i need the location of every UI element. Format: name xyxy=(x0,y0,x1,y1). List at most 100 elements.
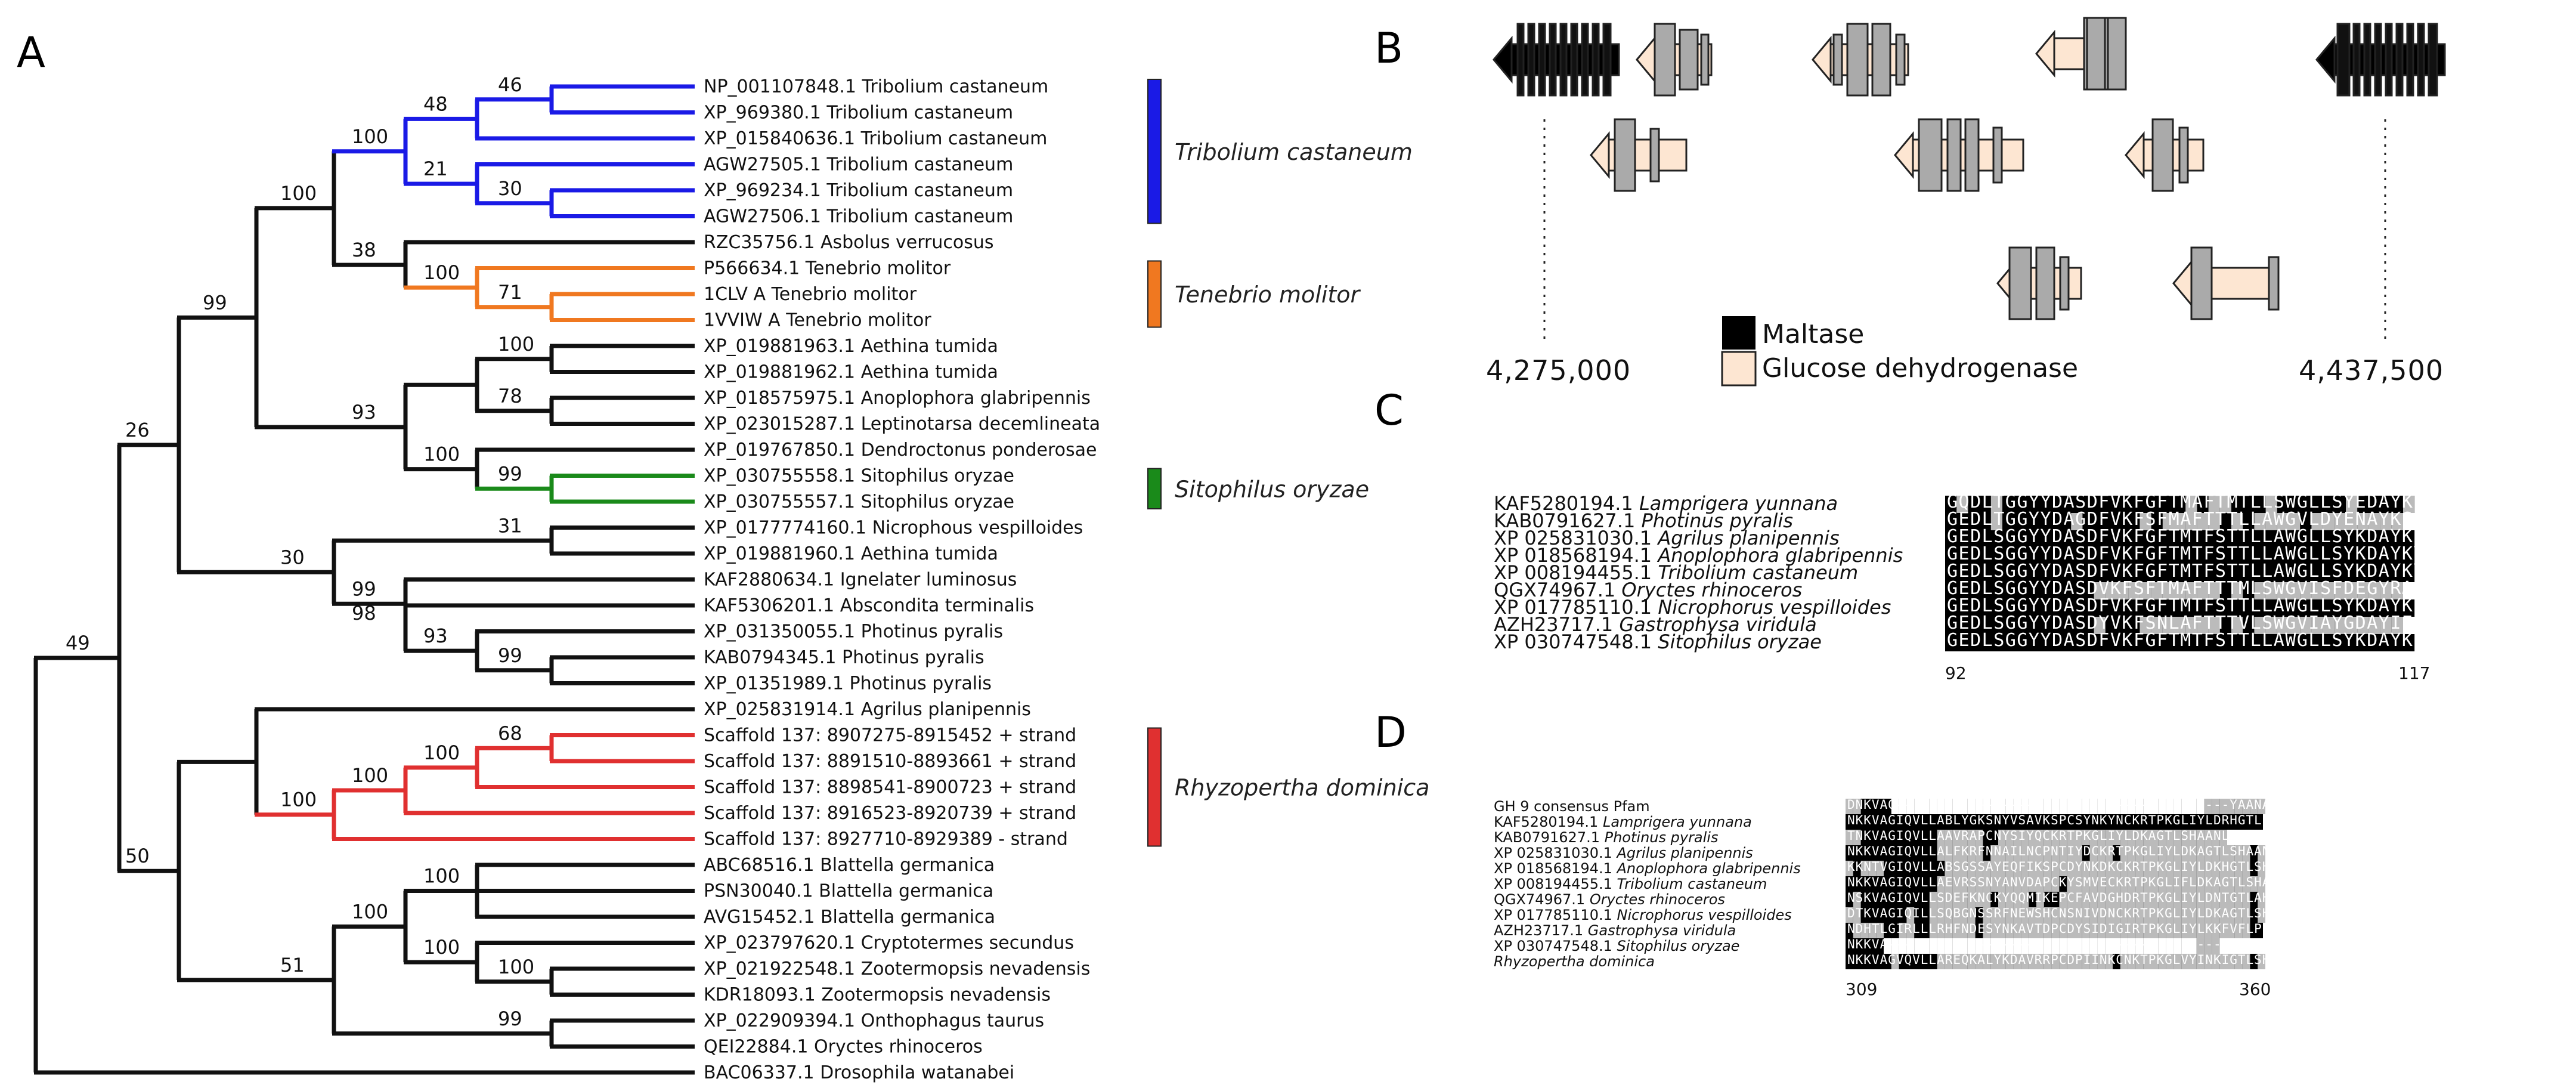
alignment-variable-cell xyxy=(2174,845,2182,861)
alignment-variable-cell xyxy=(2151,923,2159,938)
alignment-variable-cell xyxy=(1906,907,1915,923)
alignment-variable-cell xyxy=(1945,799,1953,814)
alignment-variable-cell xyxy=(2250,799,2258,814)
alignment-variable-cell xyxy=(1945,861,1953,876)
alignment-variable-cell xyxy=(2162,617,2174,634)
alignment-variable-cell xyxy=(2227,845,2235,861)
alignment-variable-cell xyxy=(2120,892,2128,907)
alignment-variable-cell xyxy=(1876,923,1884,938)
alignment-variable-cell xyxy=(1945,923,1953,938)
alignment-variable-cell xyxy=(2196,845,2205,861)
alignment-variable-cell xyxy=(1998,907,2006,923)
alignment-variable-cell xyxy=(2005,861,2014,876)
alignment-variable-cell xyxy=(2089,907,2098,923)
alignment-variable-cell xyxy=(2174,861,2182,876)
alignment-variable-cell xyxy=(1990,954,1998,969)
alignment-variable-cell xyxy=(1998,954,2006,969)
alignment-variable-cell xyxy=(2158,892,2166,907)
alignment-variable-cell xyxy=(2089,938,2098,954)
alignment-variable-cell xyxy=(2021,830,2029,845)
exon xyxy=(1832,33,1843,86)
alignment-variable-cell xyxy=(1960,876,1968,892)
alignment-variable-cell xyxy=(2113,876,2120,892)
alignment-variable-cell xyxy=(2166,830,2174,845)
alignment-variable-cell xyxy=(2013,938,2021,954)
alignment-variable-cell xyxy=(2075,799,2082,814)
gene-arrowhead xyxy=(2315,35,2336,84)
alignment-sequence: GEDLSGGYYDASDFVKFGFTMTFSTTLLAWGLLSYKDAYK… xyxy=(1947,526,2425,547)
leaf-label: QEI22884.1 Oryctes rhinoceros xyxy=(704,1037,983,1058)
alignment-variable-cell xyxy=(1983,876,1991,892)
alignment-variable-cell xyxy=(2120,938,2128,954)
alignment-variable-cell xyxy=(1945,845,1953,861)
alignment-variable-cell xyxy=(2181,907,2189,923)
alignment-variable-cell xyxy=(2128,861,2136,876)
alignment-variable-cell xyxy=(1945,907,1953,923)
alignment-variable-cell xyxy=(2120,907,2128,923)
alignment-variable-cell xyxy=(2258,954,2265,969)
alignment-variable-cell xyxy=(2231,617,2243,634)
alignment-variable-cell xyxy=(1891,799,1899,814)
leaf-label: XP_01351989.1 Photinus pyralis xyxy=(704,673,992,694)
alignment-variable-cell xyxy=(2005,938,2014,954)
leaf-label: Scaffold 137: 8907275-8915452 + strand xyxy=(704,725,1076,746)
alignment-variable-cell xyxy=(2151,845,2159,861)
alignment-variable-cell xyxy=(2005,799,2014,814)
alignment-variable-cell xyxy=(2227,892,2235,907)
alignment-variable-cell xyxy=(2234,861,2243,876)
alignment-variable-cell xyxy=(2120,830,2128,845)
alignment-variable-cell xyxy=(2212,938,2220,954)
alignment-variable-cell xyxy=(1929,938,1937,954)
alignment-variable-cell xyxy=(2196,799,2205,814)
alignment-variable-cell xyxy=(1937,892,1945,907)
alignment-variable-cell xyxy=(2067,938,2075,954)
alignment-variable-cell xyxy=(2254,513,2266,530)
bootstrap-value: 51 xyxy=(280,954,305,976)
start-coord-label: 4,275,000 xyxy=(1486,354,1631,387)
alignment-variable-cell xyxy=(2075,892,2082,907)
exon xyxy=(1516,23,1525,97)
bootstrap-value: 100 xyxy=(352,900,388,923)
alignment-variable-cell xyxy=(1937,799,1945,814)
alignment-variable-cell xyxy=(2380,617,2392,634)
alignment-variable-cell xyxy=(1960,938,1968,954)
alignment-variable-cell xyxy=(2140,582,2151,599)
exon xyxy=(2406,23,2414,97)
exon xyxy=(2385,23,2393,97)
alignment-variable-cell xyxy=(1945,938,1953,954)
bootstrap-value: 99 xyxy=(498,1007,522,1030)
alignment-variable-cell xyxy=(2036,907,2044,923)
bootstrap-value: 100 xyxy=(423,443,460,466)
alignment-variable-cell xyxy=(2135,830,2144,845)
alignment-variable-cell xyxy=(2346,513,2358,530)
bootstrap-value: 68 xyxy=(498,722,522,744)
leaf-label: XP_030755557.1 Sitophilus oryzae xyxy=(704,492,1014,512)
alignment-variable-cell xyxy=(2075,923,2082,938)
alignment-variable-cell xyxy=(1956,496,1968,513)
alignment-variable-cell xyxy=(2044,830,2052,845)
alignment-variable-cell xyxy=(2151,861,2159,876)
alignment-start-position: 309 xyxy=(1846,979,1877,999)
alignment-variable-cell xyxy=(2120,923,2128,938)
alignment-variable-cell xyxy=(2021,845,2029,861)
bootstrap-value: 100 xyxy=(423,261,460,284)
alignment-variable-cell xyxy=(2013,923,2021,938)
bootstrap-value: 100 xyxy=(352,125,388,148)
alignment-variable-cell xyxy=(2128,923,2136,938)
alignment-variable-cell xyxy=(2219,799,2227,814)
alignment-variable-cell xyxy=(1975,954,1983,969)
alignment-variable-cell xyxy=(2128,799,2136,814)
alignment-variable-cell xyxy=(2174,799,2182,814)
alignment-variable-cell xyxy=(1960,845,1968,861)
exon xyxy=(1895,33,1906,86)
alignment-variable-cell xyxy=(2135,845,2144,861)
leaf-label: AGW27505.1 Tribolium castaneum xyxy=(704,154,1013,175)
alignment-variable-cell xyxy=(2227,907,2235,923)
alignment-variable-cell xyxy=(2181,938,2189,954)
alignment-variable-cell xyxy=(2105,876,2113,892)
alignment-sequence: NSKVAGIQVLLSDEFKNCKYQQMIKEPCFAVDGHDRTPKG… xyxy=(1847,891,2327,905)
alignment-variable-cell xyxy=(2166,907,2174,923)
alignment-variable-cell xyxy=(2140,513,2151,530)
alignment-sequence: NKKVAGVQVLLAREQKALYKDAVRRPCDPIINKCNKTPKG… xyxy=(1847,953,2327,967)
alignment-variable-cell xyxy=(2059,954,2067,969)
